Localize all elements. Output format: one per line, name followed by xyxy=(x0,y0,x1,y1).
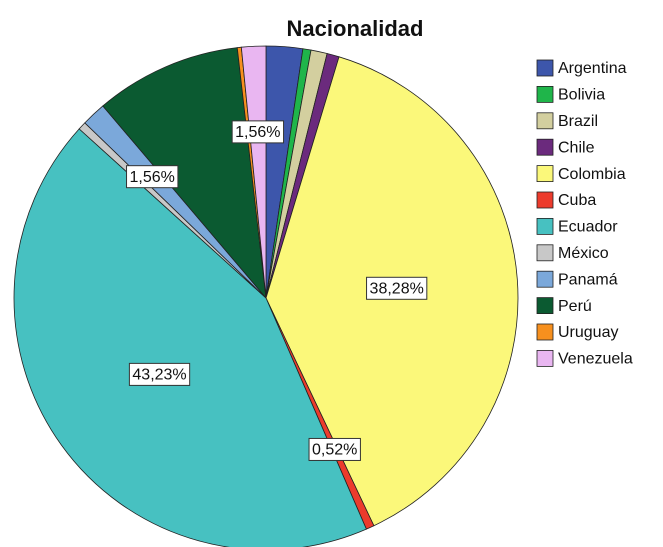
pie-slice xyxy=(13,128,367,547)
legend-label: Perú xyxy=(558,298,592,315)
chart-title: Nacionalidad xyxy=(287,16,424,41)
data-label-box xyxy=(126,165,179,189)
legend-swatch xyxy=(536,138,554,156)
data-label: 1,56% xyxy=(130,169,175,186)
pie-slice xyxy=(240,45,267,299)
legend-label: Brazil xyxy=(558,113,598,130)
legend-swatch xyxy=(536,165,554,183)
legend-label: Chile xyxy=(558,139,595,156)
legend-swatch xyxy=(536,349,554,367)
legend-label: Bolivia xyxy=(558,87,605,104)
legend-label: Cuba xyxy=(558,192,596,209)
legend-swatch xyxy=(536,270,554,288)
legend-swatch xyxy=(536,191,554,209)
pie-slice xyxy=(102,47,267,300)
legend-label: Argentina xyxy=(558,60,627,77)
legend-swatch xyxy=(536,217,554,235)
legend-swatch xyxy=(536,297,554,315)
data-label-box xyxy=(231,120,285,144)
legend-label: Panamá xyxy=(558,271,618,288)
legend-label: Ecuador xyxy=(558,219,618,236)
legend-swatch xyxy=(536,59,554,77)
legend-label: Colombia xyxy=(558,166,626,183)
legend-label: Venezuela xyxy=(558,351,633,368)
data-label-box xyxy=(366,276,428,300)
legend-swatch xyxy=(536,112,554,130)
data-label: 0,52% xyxy=(312,442,357,459)
legend-swatch xyxy=(536,323,554,341)
legend-swatch xyxy=(536,244,554,262)
data-label: 43,23% xyxy=(132,367,186,384)
legend-label: México xyxy=(558,245,609,262)
data-label-box xyxy=(308,437,361,461)
legend-label: Uruguay xyxy=(558,324,618,341)
data-label: 38,28% xyxy=(370,281,424,298)
legend-swatch xyxy=(536,86,554,103)
data-label-box xyxy=(128,362,191,386)
data-label: 1,56% xyxy=(235,124,280,141)
